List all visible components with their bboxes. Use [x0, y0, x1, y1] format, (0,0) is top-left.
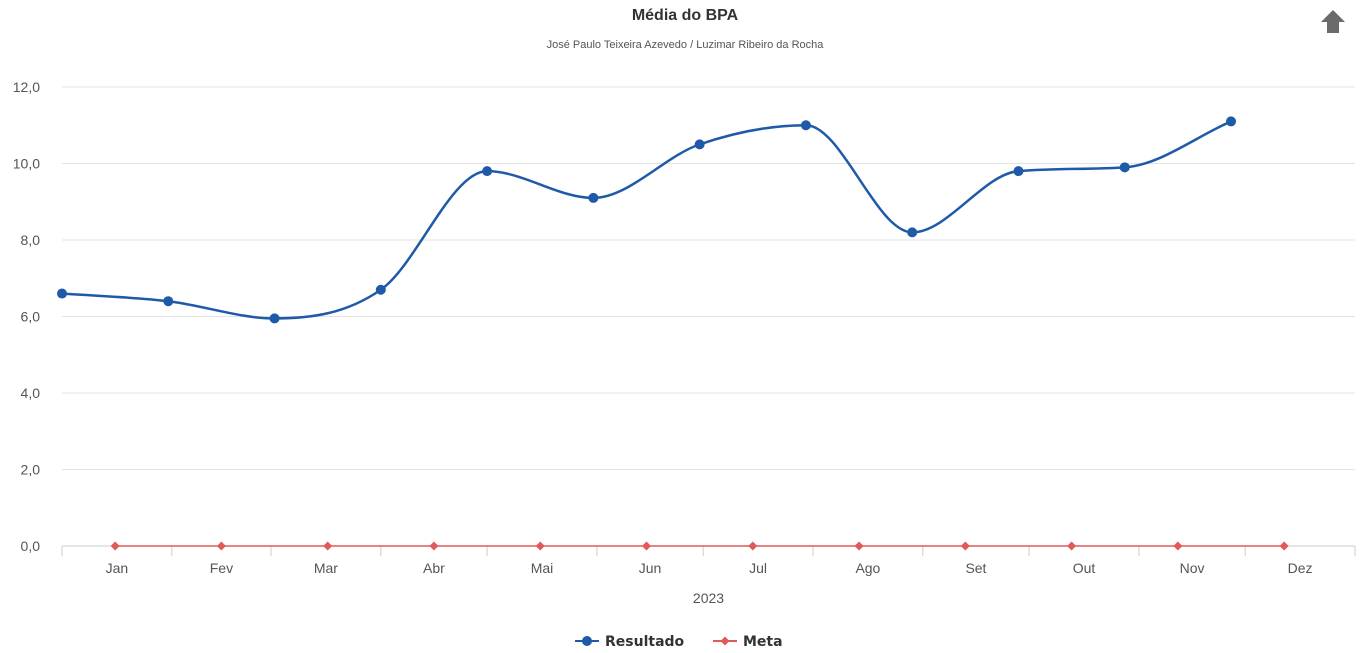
x-tick-label: Set	[965, 560, 986, 576]
legend[interactable]: Resultado Meta	[575, 634, 783, 650]
data-point[interactable]	[429, 541, 439, 551]
x-tick-label: Mai	[531, 560, 554, 576]
grid-lines	[62, 86, 1355, 470]
x-tick-label: Out	[1073, 560, 1096, 576]
data-point[interactable]	[216, 541, 226, 551]
data-point[interactable]	[800, 120, 811, 131]
x-tick-label: Nov	[1180, 560, 1205, 576]
legend-item-resultado[interactable]: Resultado	[575, 634, 685, 650]
data-point[interactable]	[535, 541, 545, 551]
data-point[interactable]	[375, 284, 386, 295]
data-point[interactable]	[57, 288, 67, 299]
x-tick-label: Mar	[314, 560, 338, 576]
legend-label: Meta	[743, 634, 783, 650]
data-point[interactable]	[748, 541, 758, 551]
legend-label: Resultado	[605, 634, 685, 650]
data-point[interactable]	[694, 139, 705, 150]
y-tick-label: 2,0	[21, 462, 41, 478]
data-point[interactable]	[1173, 541, 1183, 551]
data-point[interactable]	[1067, 541, 1077, 551]
x-tick-label: Fev	[210, 560, 233, 576]
data-point[interactable]	[1226, 116, 1237, 127]
data-point[interactable]	[110, 541, 120, 551]
export-button[interactable]	[1318, 6, 1348, 36]
data-point[interactable]	[163, 296, 174, 307]
x-axis: Jan Fev Mar Abr Mai Jun Jul Ago Set Out Nov Dez	[61, 545, 1356, 576]
arrow-up-icon	[1321, 10, 1345, 33]
x-tick-label: Jul	[749, 560, 767, 576]
y-axis: 0,0 2,0 4,0 6,0 8,0 10,0 12,0	[13, 79, 40, 554]
x-tick-label: Ago	[855, 560, 880, 576]
y-tick-label: 10,0	[13, 156, 40, 172]
y-tick-label: 4,0	[21, 385, 41, 401]
plot-area	[57, 116, 1289, 551]
legend-marker	[582, 636, 592, 646]
data-point[interactable]	[1013, 166, 1024, 177]
data-point[interactable]	[588, 192, 599, 203]
chart-subtitle: José Paulo Teixeira Azevedo / Luzimar Ri…	[546, 39, 824, 51]
data-point[interactable]	[960, 541, 970, 551]
series-line-resultado	[61, 120, 1232, 320]
data-point[interactable]	[907, 227, 918, 238]
chart-title: Média do BPA	[631, 7, 739, 24]
x-tick-label: Dez	[1288, 560, 1313, 576]
x-tick-label: Jan	[106, 560, 129, 576]
legend-item-meta[interactable]: Meta	[713, 634, 783, 650]
y-tick-label: 6,0	[21, 309, 41, 325]
data-point[interactable]	[854, 541, 864, 551]
data-point[interactable]	[269, 313, 280, 324]
data-point[interactable]	[323, 541, 333, 551]
y-tick-label: 0,0	[21, 538, 41, 554]
x-tick-label: Jun	[639, 560, 662, 576]
x-axis-title: 2023	[693, 590, 724, 606]
x-tick-label: Abr	[423, 560, 445, 576]
y-tick-label: 12,0	[13, 79, 40, 95]
data-point[interactable]	[642, 541, 652, 551]
data-point[interactable]	[1119, 162, 1130, 173]
data-point[interactable]	[1279, 541, 1289, 551]
data-point[interactable]	[482, 166, 493, 177]
legend-marker	[720, 636, 730, 646]
y-tick-label: 8,0	[21, 232, 41, 248]
